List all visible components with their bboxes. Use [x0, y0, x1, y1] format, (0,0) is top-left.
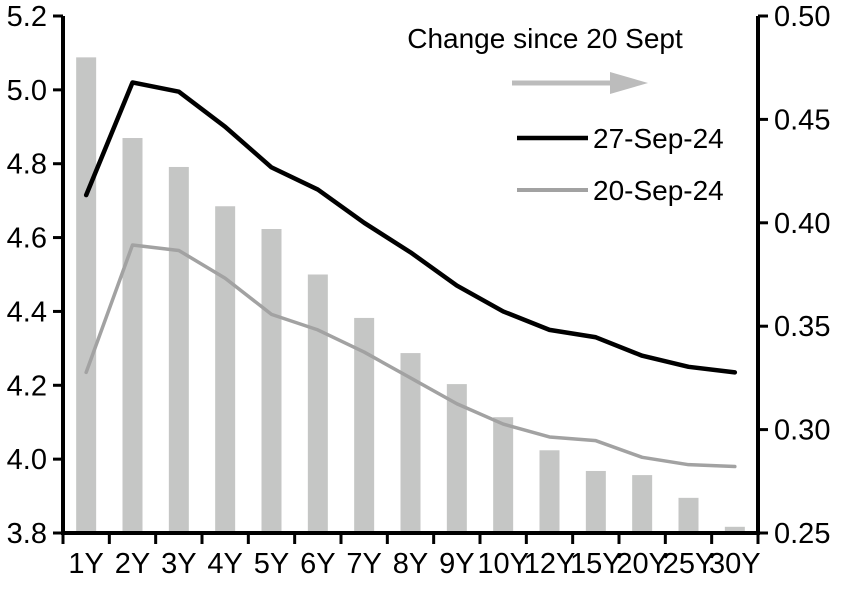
y-tick-label-left: 5.2 [7, 1, 47, 33]
bars-layer [76, 57, 745, 534]
bar [493, 417, 514, 533]
x-tick-label: 7Y [346, 548, 381, 580]
axes-layer: 5.2 5.0 4.8 4.6 4.4 4.2 4.0 3.8 0.50 0.45 0.40 0.35… [7, 1, 831, 580]
x-tick-label: 8Y [393, 548, 428, 580]
y-tick-label-right: 0.40 [774, 208, 830, 240]
bar [261, 229, 282, 533]
legend-label-20sep: 20-Sep-24 [593, 175, 724, 206]
x-tick-label: 30Y [709, 548, 761, 580]
x-tick-label: 3Y [161, 548, 196, 580]
y-tick-label-left: 5.0 [7, 75, 47, 107]
y-tick-label-right: 0.25 [774, 518, 830, 550]
bar [76, 57, 97, 534]
x-tick-label: 12Y [524, 548, 576, 580]
y-tick-label-left: 3.8 [7, 518, 47, 550]
y-tick-label-left: 4.2 [7, 370, 47, 402]
bar [168, 166, 189, 534]
line-27-sep-24 [83, 80, 738, 375]
y-tick-label-left: 4.4 [7, 296, 47, 328]
bar [539, 450, 560, 533]
x-tick-label: 20Y [616, 548, 668, 580]
line-20-sep-24 [84, 243, 737, 469]
bar [585, 470, 606, 533]
x-tick-label: 2Y [115, 548, 150, 580]
x-tick-label: 4Y [207, 548, 242, 580]
y-tick-label-right: 0.30 [774, 415, 830, 447]
y-tick-label-right: 0.45 [774, 104, 830, 136]
bar [354, 317, 375, 533]
x-tick-label: 10Y [477, 548, 529, 580]
x-tick-label: 5Y [254, 548, 289, 580]
bar [122, 138, 143, 533]
bar [307, 274, 328, 533]
x-tick-label: 1Y [68, 548, 103, 580]
bar [446, 384, 467, 533]
chart-legend: Change since 20 Sept 27-Sep-24 20-Sep-24 [407, 23, 724, 206]
legend-label-27sep: 27-Sep-24 [593, 123, 724, 154]
y-tick-label-left: 4.8 [7, 149, 47, 181]
x-tick-label: 15Y [570, 548, 622, 580]
bar [678, 497, 699, 533]
legend-label-change: Change since 20 Sept [407, 23, 683, 54]
x-tick-label: 6Y [300, 548, 335, 580]
bar [632, 475, 653, 533]
x-tick-label: 9Y [439, 548, 474, 580]
lines-layer [83, 80, 738, 469]
y-tick-label-left: 4.6 [7, 223, 47, 255]
bar [724, 526, 745, 533]
bar [400, 353, 421, 533]
y-tick-label-right: 0.50 [774, 1, 830, 33]
legend-arrow-icon [512, 72, 648, 94]
x-tick-label: 25Y [663, 548, 715, 580]
y-tick-label-right: 0.35 [774, 311, 830, 343]
y-tick-label-left: 4.0 [7, 444, 47, 476]
bar [215, 206, 236, 534]
